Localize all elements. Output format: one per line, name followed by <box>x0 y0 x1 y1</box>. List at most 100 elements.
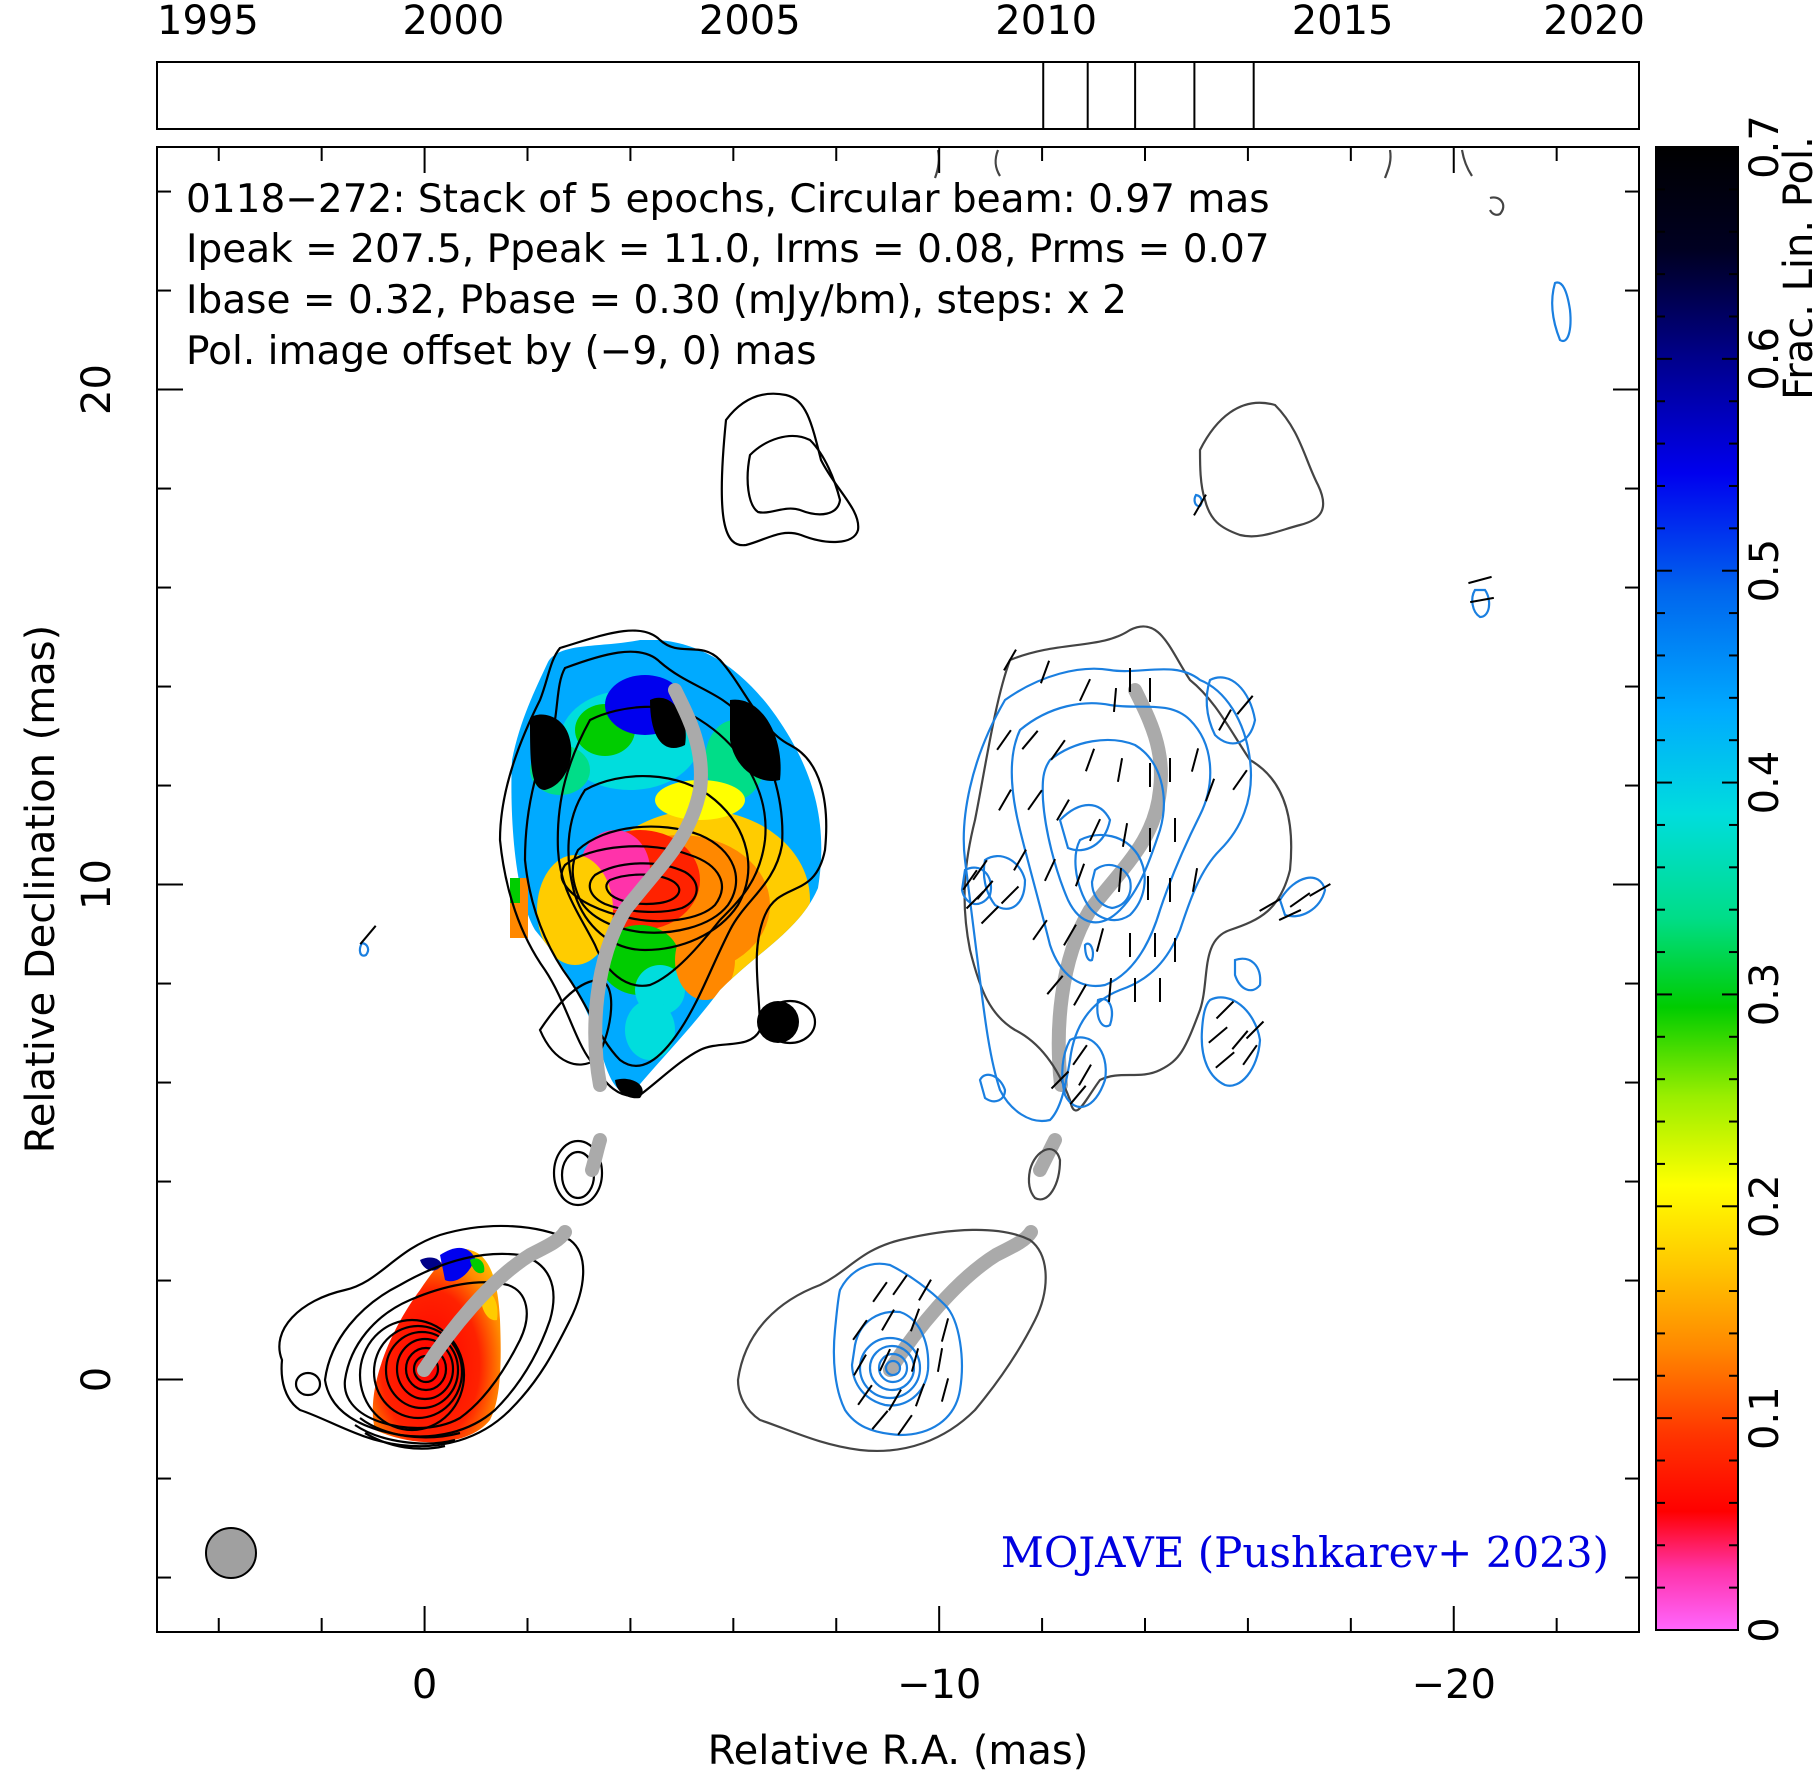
evpa-tick <box>1069 1085 1087 1105</box>
evpa-tick <box>1215 1051 1235 1069</box>
colorbar-ticks <box>1656 146 1738 1631</box>
evpa-tick <box>910 1348 920 1372</box>
y-tick-label: 10 <box>74 859 120 910</box>
evpa-tick <box>1215 1000 1235 1020</box>
evpa-tick <box>1046 975 1064 995</box>
evpa-tick <box>888 1389 902 1411</box>
timeline-year-label: 2020 <box>1543 0 1645 44</box>
evpa-tick <box>1309 883 1331 897</box>
timeline-year-label: 2010 <box>995 0 1097 44</box>
colorbar-tick-label: 0.5 <box>1742 539 1788 603</box>
colorbar-tick-label: 0.3 <box>1742 963 1788 1027</box>
y-tick-label: 0 <box>74 1367 120 1392</box>
colorbar-title: Frac. Lin. Pol. <box>1776 136 1819 400</box>
offset-note: Pol. image offset by (−9, 0) mas <box>186 329 817 374</box>
evpa-tick <box>1236 695 1254 715</box>
x-tick-label: 0 <box>412 1662 437 1708</box>
evpa-tick <box>1032 919 1048 941</box>
beam-ellipse <box>205 1527 257 1579</box>
plot-frame <box>156 146 1640 1633</box>
evpa-tick <box>940 1318 950 1342</box>
info-line-1: 0118−272: Stack of 5 epochs, Circular be… <box>186 177 1270 222</box>
colorbar-frame <box>1655 146 1739 1631</box>
colorbar-tick-label: 0.1 <box>1742 1386 1788 1450</box>
timeline-ticks: 1995 2000 2005 2010 2015 2020 <box>157 0 1645 44</box>
evpa-tick <box>857 1384 873 1406</box>
evpa-tick <box>1259 898 1281 912</box>
evpa-ticks <box>359 494 1494 1436</box>
evpa-tick <box>972 859 988 881</box>
evpa-tick <box>892 1274 908 1296</box>
evpa-tick <box>1232 769 1248 791</box>
evpa-tick <box>1079 678 1091 702</box>
evpa-tick <box>1027 789 1043 811</box>
credit-label: MOJAVE (Pushkarev+ 2023) <box>1001 1528 1609 1577</box>
evpa-tick <box>1116 758 1124 782</box>
evpa-tick <box>1050 1070 1070 1090</box>
colorbar-tick-label: 0.4 <box>1742 751 1788 815</box>
ridgelines <box>417 683 1168 1377</box>
evpa-tick <box>1191 868 1199 892</box>
colorbar-tick-label: 0.2 <box>1742 1174 1788 1238</box>
evpa-tick <box>881 1309 895 1331</box>
y-axis-title: Relative Declination (mas) <box>18 625 64 1153</box>
left-intensity-contours <box>278 392 860 1450</box>
evpa-tick <box>914 1383 926 1407</box>
axis-ticks <box>157 147 1639 1632</box>
evpa-tick <box>1074 863 1086 887</box>
evpa-tick <box>1470 596 1494 604</box>
evpa-tick <box>965 890 985 910</box>
evpa-tick <box>1278 909 1302 921</box>
evpa-tick <box>918 1279 932 1301</box>
evpa-tick <box>897 1414 913 1436</box>
evpa-tick <box>998 789 1012 811</box>
colorbar-tick-labels: 0 0.1 0.2 0.3 0.4 0.5 0.6 0.7 <box>1742 115 1788 1643</box>
colorbar-tick-label: 0 <box>1742 1617 1788 1642</box>
evpa-tick <box>1231 1030 1249 1050</box>
evpa-tick <box>1003 649 1017 671</box>
y-tick-label: 20 <box>74 364 120 415</box>
evpa-tick <box>1245 1020 1265 1040</box>
evpa-tick <box>1063 924 1077 946</box>
evpa-tick <box>1089 818 1101 842</box>
x-tick-label: −20 <box>1412 1662 1496 1708</box>
pol-contours <box>358 281 1572 1437</box>
evpa-tick <box>1050 739 1066 761</box>
evpa-tick <box>996 729 1012 751</box>
colorbar-tick-label: 0.6 <box>1742 327 1788 391</box>
evpa-tick <box>1112 687 1118 713</box>
evpa-tick <box>1095 928 1105 952</box>
timeline-year-label: 2000 <box>403 0 505 44</box>
info-line-2: Ipeak = 207.5, Ppeak = 11.0, Irms = 0.08… <box>186 227 1270 272</box>
evpa-tick <box>1056 799 1070 821</box>
timeline-year-label: 2015 <box>1292 0 1394 44</box>
evpa-tick <box>1190 748 1200 772</box>
plot-content: 0118−272: Stack of 5 epochs, Circular be… <box>186 149 1609 1579</box>
evpa-tick <box>1000 885 1020 905</box>
evpa-tick <box>1021 730 1039 750</box>
timeline-frame <box>156 61 1640 130</box>
evpa-tick <box>1073 984 1087 1006</box>
right-intensity-contours <box>736 149 1505 1452</box>
evpa-tick <box>1193 494 1207 516</box>
timeline-epochs <box>1042 62 1255 129</box>
evpa-tick <box>940 1378 950 1402</box>
evpa-tick <box>1013 849 1027 871</box>
colorbar-tick-label: 0.7 <box>1742 115 1788 179</box>
timeline-year-label: 2005 <box>699 0 801 44</box>
evpa-tick <box>1117 867 1123 893</box>
evpa-tick <box>853 1354 867 1376</box>
evpa-tick <box>936 1348 944 1372</box>
evpa-tick <box>879 1348 891 1372</box>
colorbar: 0 0.1 0.2 0.3 0.4 0.5 0.6 0.7 Frac. Lin. Pol. <box>1655 115 1819 1643</box>
evpa-tick <box>1039 660 1051 684</box>
evpa-tick <box>1121 823 1129 847</box>
evpa-tick <box>852 1319 868 1341</box>
evpa-tick <box>872 1281 888 1303</box>
x-tick-label: −10 <box>897 1662 981 1708</box>
axis-tick-labels: 0 −10 −20 0 10 20 <box>74 364 1496 1708</box>
evpa-tick <box>1208 1026 1228 1044</box>
evpa-tick <box>1289 892 1311 908</box>
timeline-year-label: 1995 <box>157 0 259 44</box>
